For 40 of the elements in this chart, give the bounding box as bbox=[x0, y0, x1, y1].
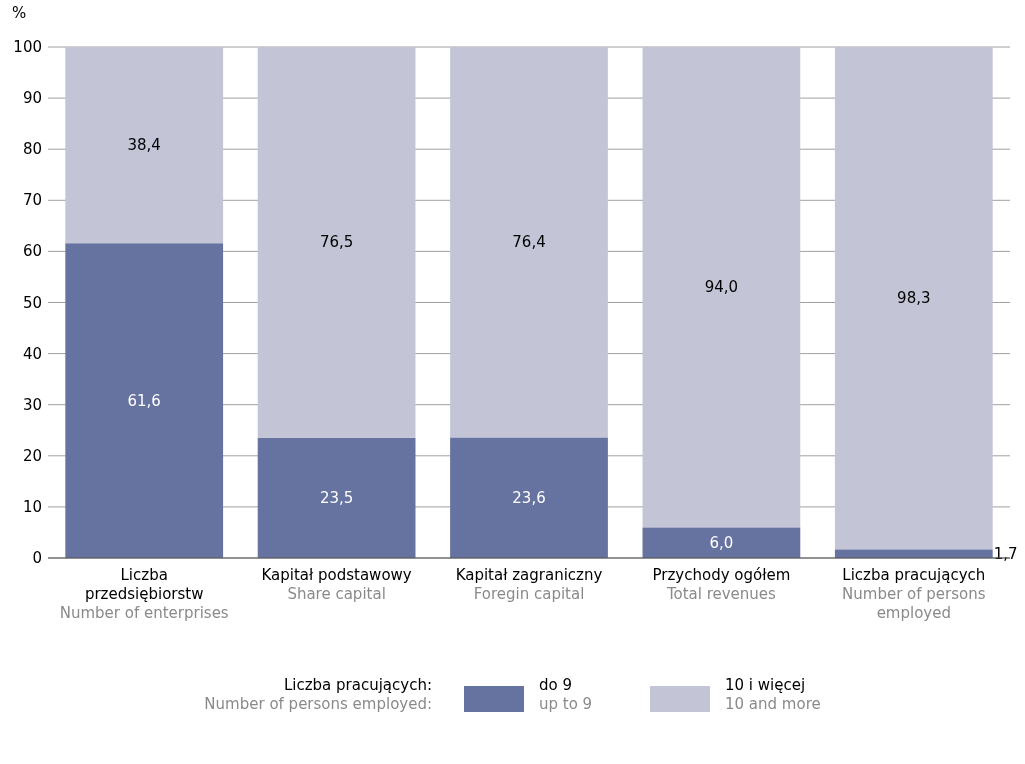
data-label: 38,4 bbox=[127, 136, 161, 155]
x-tick-label: Liczba przedsiębiorstw Number of enterprises bbox=[59, 566, 229, 622]
bar bbox=[65, 243, 224, 558]
y-tick-label: 100 bbox=[13, 38, 42, 56]
y-axis-title: % bbox=[12, 4, 27, 22]
y-tick-label: 60 bbox=[22, 242, 42, 261]
bar bbox=[642, 47, 801, 528]
bar bbox=[257, 437, 416, 558]
legend-label: do 9 up to 9 bbox=[539, 676, 593, 713]
legend-title: Liczba pracujących: Number of persons employed: bbox=[204, 676, 432, 713]
data-label: 6,0 bbox=[709, 533, 734, 552]
x-tick-label: Liczba pracujących Number of persons employed bbox=[842, 566, 986, 622]
y-tick-label: 70 bbox=[22, 191, 42, 210]
y-tick-label: 30 bbox=[22, 395, 42, 414]
bar bbox=[450, 437, 608, 558]
y-tick-label: 40 bbox=[22, 344, 42, 363]
bar bbox=[642, 527, 801, 558]
y-tick-label: 50 bbox=[22, 293, 42, 312]
data-label: 23,5 bbox=[319, 488, 354, 507]
x-tick-label: Kapitał podstawowy Share capital bbox=[261, 566, 412, 603]
y-tick-label: 90 bbox=[22, 89, 42, 108]
x-tick-label: Kapitał zagraniczny Foregin capital bbox=[455, 566, 603, 603]
data-label: 76,5 bbox=[319, 233, 354, 252]
y-tick-label: 80 bbox=[22, 140, 42, 159]
bar bbox=[450, 47, 608, 438]
bar bbox=[834, 549, 993, 558]
data-label: 23,6 bbox=[512, 488, 546, 507]
bar bbox=[834, 47, 993, 550]
data-label: 94,0 bbox=[704, 278, 739, 297]
data-label: 76,4 bbox=[512, 233, 546, 252]
data-label: 1,7 bbox=[993, 544, 1018, 563]
legend-label: 10 i więcej 10 and more bbox=[725, 676, 821, 713]
bar bbox=[257, 47, 416, 438]
x-tick-label: Przychody ogółem Total revenues bbox=[652, 566, 791, 603]
y-tick-label: 10 bbox=[22, 497, 42, 516]
y-tick-label: 0 bbox=[32, 549, 42, 567]
y-tick-label: 20 bbox=[22, 446, 42, 465]
bar bbox=[65, 47, 224, 244]
data-label: 98,3 bbox=[897, 289, 931, 308]
data-label: 61,6 bbox=[127, 391, 161, 410]
